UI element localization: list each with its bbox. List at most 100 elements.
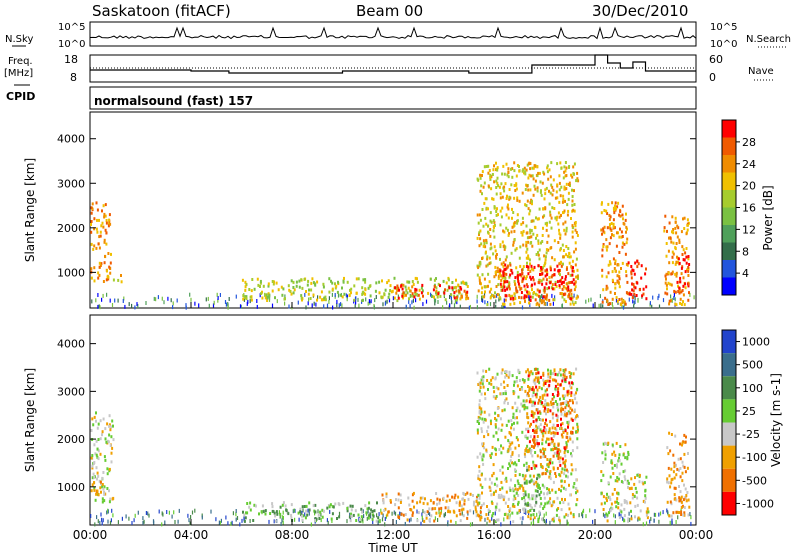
range-gate-cell: [465, 292, 468, 296]
range-gate-cell: [530, 241, 533, 244]
range-gate-cell: [567, 288, 570, 292]
range-gate-cell: [560, 402, 563, 406]
range-gate-cell: [495, 448, 497, 452]
range-gate-cell: [465, 295, 468, 298]
range-gate-cell: [108, 500, 111, 504]
range-gate-cell: [548, 459, 551, 463]
range-gate-cell: [506, 516, 509, 520]
range-gate-cell: [414, 287, 417, 291]
range-gate-cell: [476, 502, 479, 506]
range-gate-cell: [514, 416, 517, 420]
range-gate-cell: [564, 277, 567, 281]
range-gate-cell: [622, 481, 624, 484]
range-gate-cell: [306, 513, 309, 517]
range-gate-cell: [577, 276, 579, 280]
range-gate-cell: [537, 217, 540, 221]
range-gate-cell: [600, 491, 603, 495]
range-gate-cell: [487, 230, 489, 234]
speckle-cell: [551, 293, 553, 298]
range-gate-cell: [543, 505, 546, 509]
range-gate-cell: [608, 511, 610, 515]
range-gate-cell: [489, 211, 492, 215]
range-gate-cell: [108, 489, 110, 493]
range-gate-cell: [620, 480, 623, 484]
range-gate-cell: [534, 367, 537, 371]
range-gate-cell: [541, 517, 543, 521]
range-gate-cell: [478, 501, 481, 505]
range-gate-cell: [339, 293, 342, 297]
range-gate-cell: [352, 513, 355, 517]
range-gate-cell: [540, 387, 543, 391]
range-gate-cell: [523, 296, 526, 300]
range-gate-cell: [482, 502, 485, 506]
speckle-cell: [346, 294, 348, 299]
range-gate-cell: [301, 518, 304, 522]
range-gate-cell: [498, 508, 501, 512]
speckle-cell: [434, 301, 436, 306]
range-gate-cell: [511, 406, 514, 410]
range-gate-cell: [402, 294, 405, 298]
range-gate-cell: [536, 482, 539, 486]
range-gate-cell: [526, 391, 529, 395]
range-gate-cell: [523, 452, 526, 456]
range-gate-cell: [539, 486, 541, 490]
range-gate-cell: [681, 460, 684, 464]
speckle-cell: [308, 511, 310, 516]
range-gate-cell: [532, 474, 535, 478]
speckle-cell: [654, 512, 657, 517]
range-gate-cell: [241, 278, 244, 282]
range-gate-cell: [611, 233, 613, 237]
range-gate-cell: [565, 174, 568, 177]
range-gate-cell: [514, 461, 517, 465]
range-gate-cell: [645, 285, 648, 289]
range-gate-cell: [560, 213, 562, 217]
range-gate-cell: [559, 248, 562, 252]
range-gate-cell: [522, 277, 525, 281]
range-gate-cell: [556, 416, 559, 420]
range-gate-cell: [396, 284, 399, 288]
colorbar-tick-label: 20: [742, 180, 756, 193]
range-gate-cell: [535, 464, 538, 468]
range-gate-cell: [394, 503, 397, 507]
range-gate-cell: [312, 293, 315, 297]
range-gate-cell: [632, 289, 635, 293]
range-gate-cell: [606, 299, 609, 303]
range-gate-cell: [542, 378, 545, 382]
range-gate-cell: [500, 392, 503, 396]
range-gate-cell: [96, 426, 99, 430]
speckle-cell: [645, 521, 648, 526]
range-gate-cell: [527, 272, 530, 276]
range-gate-cell: [671, 255, 674, 259]
range-gate-cell: [565, 441, 568, 445]
range-gate-cell: [517, 395, 520, 399]
range-gate-cell: [306, 283, 309, 287]
range-gate-cell: [480, 504, 483, 508]
range-gate-cell: [626, 455, 629, 459]
range-gate-cell: [604, 441, 607, 445]
range-gate-cell: [101, 433, 103, 437]
range-gate-cell: [439, 511, 442, 515]
range-gate-cell: [622, 217, 624, 221]
range-gate-cell: [570, 372, 573, 376]
range-gate-cell: [102, 471, 105, 474]
range-gate-cell: [455, 289, 458, 293]
range-gate-cell: [549, 372, 552, 376]
range-gate-cell: [323, 296, 326, 300]
range-gate-cell: [561, 422, 564, 426]
range-gate-cell: [487, 184, 490, 188]
range-gate-cell: [288, 288, 291, 292]
range-gate-cell: [503, 285, 506, 289]
range-gate-cell: [604, 296, 607, 300]
range-gate-cell: [564, 300, 567, 303]
range-gate-cell: [512, 427, 515, 431]
range-gate-cell: [244, 516, 247, 520]
range-gate-cell: [541, 442, 544, 446]
range-gate-cell: [506, 384, 509, 387]
range-gate-cell: [488, 477, 491, 481]
range-gate-cell: [308, 501, 311, 505]
range-gate-cell: [405, 288, 408, 292]
range-gate-cell: [561, 295, 564, 299]
range-gate-cell: [536, 288, 539, 292]
range-gate-cell: [301, 286, 304, 290]
range-gate-cell: [571, 269, 574, 273]
